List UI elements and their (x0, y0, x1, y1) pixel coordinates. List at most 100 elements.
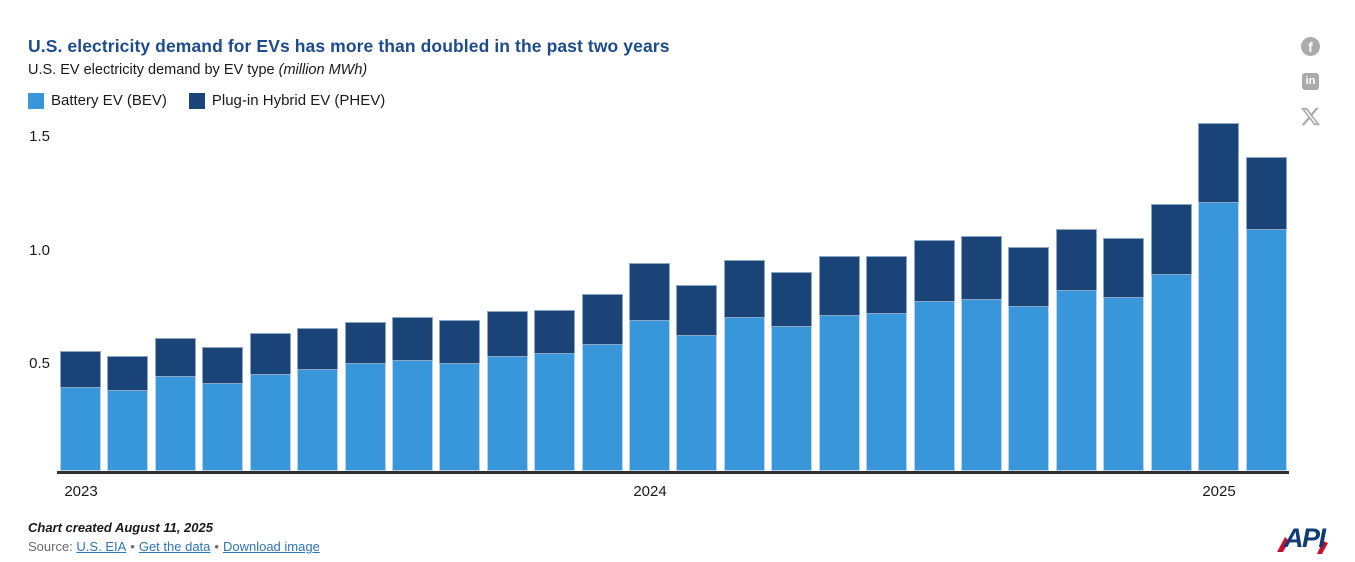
bar-may-2023[interactable] (250, 333, 291, 471)
bar-dec-2023[interactable] (582, 294, 623, 471)
bar-segment-phev[interactable] (297, 328, 338, 369)
separator-dot: • (130, 539, 135, 554)
bar-segment-phev[interactable] (676, 285, 717, 335)
bar-segment-bev[interactable] (202, 383, 243, 471)
bar-segment-phev[interactable] (1198, 123, 1239, 202)
facebook-share-icon[interactable]: f (1301, 37, 1320, 56)
source-line: Source: U.S. EIA • Get the data • Download i… (28, 539, 320, 554)
bar-jan-2024[interactable] (629, 263, 670, 471)
bar-segment-bev[interactable] (771, 326, 812, 471)
bar-segment-phev[interactable] (1103, 238, 1144, 297)
api-logo[interactable]: API (1276, 514, 1334, 561)
bar-segment-phev[interactable] (771, 272, 812, 326)
bar-apr-2024[interactable] (771, 272, 812, 471)
source-link-eia[interactable]: U.S. EIA (76, 539, 127, 554)
linkedin-share-icon[interactable]: in (1302, 73, 1319, 90)
legend-item-phev[interactable]: Plug-in Hybrid EV (PHEV) (188, 92, 385, 109)
bar-segment-phev[interactable] (345, 322, 386, 363)
bar-apr-2023[interactable] (202, 347, 243, 471)
api-logo-red-stroke-right (1317, 541, 1328, 554)
bar-feb-2023[interactable] (107, 356, 148, 471)
y-axis-label-1-0: 1.0 (29, 242, 50, 259)
subtitle-unit: (million MWh) (278, 62, 368, 78)
bar-segment-phev[interactable] (819, 256, 860, 315)
bar-segment-phev[interactable] (392, 317, 433, 360)
x-share-icon[interactable] (1301, 107, 1320, 131)
bar-segment-phev[interactable] (534, 310, 575, 353)
bar-segment-phev[interactable] (724, 260, 765, 317)
bar-segment-bev[interactable] (487, 356, 528, 471)
bar-segment-bev[interactable] (1008, 306, 1049, 471)
bar-jul-2024[interactable] (914, 240, 955, 471)
bar-segment-bev[interactable] (250, 374, 291, 471)
bar-segment-bev[interactable] (1103, 297, 1144, 471)
chart-created-note: Chart created August 11, 2025 (28, 520, 213, 535)
bar-segment-bev[interactable] (1151, 274, 1192, 471)
bar-dec-2024[interactable] (1151, 204, 1192, 471)
bar-may-2024[interactable] (819, 256, 860, 471)
bar-segment-bev[interactable] (1246, 229, 1287, 471)
page-title: U.S. electricity demand for EVs has more… (28, 36, 670, 56)
bar-nov-2024[interactable] (1103, 238, 1144, 471)
bar-segment-bev[interactable] (1198, 202, 1239, 471)
bar-feb-2024[interactable] (676, 285, 717, 471)
bar-mar-2023[interactable] (155, 338, 196, 471)
bar-segment-phev[interactable] (202, 347, 243, 383)
bar-aug-2024[interactable] (961, 236, 1002, 471)
bar-aug-2023[interactable] (392, 317, 433, 471)
bar-segment-bev[interactable] (914, 301, 955, 471)
bar-segment-phev[interactable] (866, 256, 907, 313)
bar-segment-bev[interactable] (155, 376, 196, 471)
bar-segment-phev[interactable] (914, 240, 955, 301)
bar-segment-bev[interactable] (60, 387, 101, 471)
bar-segment-phev[interactable] (582, 294, 623, 344)
bar-jan-2023[interactable] (60, 351, 101, 471)
bar-oct-2024[interactable] (1056, 229, 1097, 471)
x-axis-label-2023: 2023 (64, 483, 98, 500)
bar-segment-phev[interactable] (439, 320, 480, 363)
bar-segment-bev[interactable] (724, 317, 765, 471)
legend-item-bev[interactable]: Battery EV (BEV) (28, 92, 167, 109)
bar-segment-phev[interactable] (629, 263, 670, 320)
bar-segment-bev[interactable] (1056, 290, 1097, 471)
bar-mar-2024[interactable] (724, 260, 765, 471)
bar-segment-bev[interactable] (819, 315, 860, 471)
bar-jun-2023[interactable] (297, 328, 338, 471)
bar-nov-2023[interactable] (534, 310, 575, 471)
share-buttons: f in (1301, 37, 1320, 148)
bar-segment-phev[interactable] (1008, 247, 1049, 306)
bar-segment-bev[interactable] (629, 320, 670, 471)
legend-label-bev: Battery EV (BEV) (51, 92, 167, 109)
get-the-data-link[interactable]: Get the data (138, 539, 211, 554)
bar-segment-phev[interactable] (1056, 229, 1097, 290)
bar-segment-bev[interactable] (582, 344, 623, 471)
bar-segment-phev[interactable] (1246, 157, 1287, 229)
legend-swatch-phev (188, 92, 205, 109)
legend: Battery EV (BEV) Plug-in Hybrid EV (PHEV… (28, 92, 407, 109)
bar-segment-bev[interactable] (961, 299, 1002, 471)
bar-oct-2023[interactable] (487, 311, 528, 471)
bar-segment-phev[interactable] (1151, 204, 1192, 274)
bar-segment-bev[interactable] (439, 363, 480, 471)
bar-segment-bev[interactable] (392, 360, 433, 471)
bar-segment-bev[interactable] (676, 335, 717, 471)
bar-segment-phev[interactable] (107, 356, 148, 390)
bar-segment-bev[interactable] (534, 353, 575, 471)
bar-segment-phev[interactable] (60, 351, 101, 387)
bar-jul-2023[interactable] (345, 322, 386, 471)
bar-segment-phev[interactable] (155, 338, 196, 376)
bar-sep-2024[interactable] (1008, 247, 1049, 471)
bar-segment-bev[interactable] (345, 363, 386, 471)
bar-segment-phev[interactable] (961, 236, 1002, 299)
bar-segment-bev[interactable] (866, 313, 907, 471)
bar-jan-2025[interactable] (1198, 123, 1239, 471)
bar-jun-2024[interactable] (866, 256, 907, 471)
download-image-link[interactable]: Download image (222, 539, 320, 554)
bar-segment-phev[interactable] (250, 333, 291, 374)
bar-sep-2023[interactable] (439, 320, 480, 471)
bar-feb-2025[interactable] (1246, 157, 1287, 471)
bar-segment-phev[interactable] (487, 311, 528, 356)
bar-segment-bev[interactable] (297, 369, 338, 471)
bar-segment-bev[interactable] (107, 390, 148, 471)
